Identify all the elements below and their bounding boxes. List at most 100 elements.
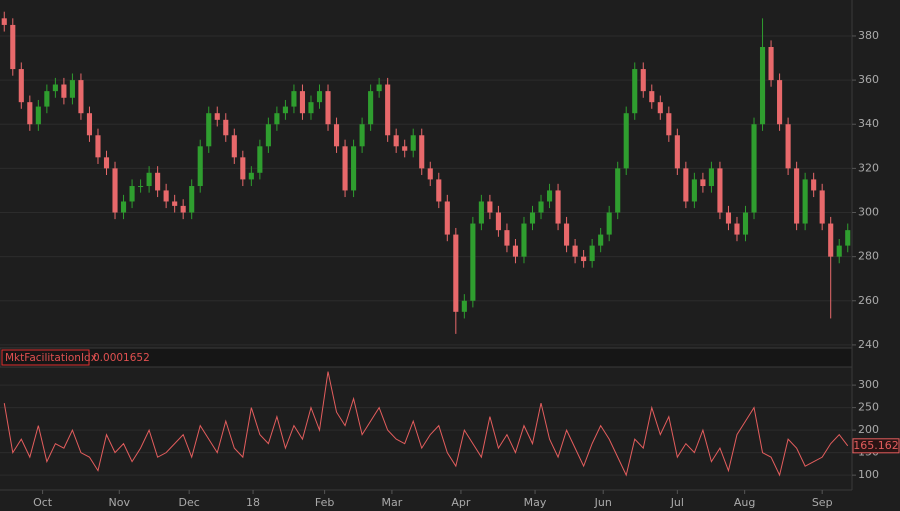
candle-body — [351, 146, 357, 191]
candle-body — [725, 212, 732, 224]
candle-body — [615, 168, 621, 213]
candle-body — [555, 190, 561, 224]
candle-body — [419, 135, 425, 169]
candle-body — [751, 124, 757, 213]
y-tick-label: 300 — [858, 206, 879, 219]
candle-body — [402, 146, 408, 151]
candle-body — [1, 18, 7, 25]
candle-body — [163, 190, 169, 202]
candle-body — [376, 84, 382, 92]
candle-body — [240, 157, 246, 180]
x-tick-label: Aug — [734, 496, 755, 509]
x-tick-label: Feb — [315, 496, 334, 509]
candle-body — [436, 179, 442, 202]
y-tick-label: 260 — [858, 294, 879, 307]
last-value-label: 165.162 — [853, 439, 899, 452]
candle-body — [819, 190, 825, 224]
y-tick-label: 240 — [858, 338, 879, 351]
candle-body — [564, 223, 570, 246]
candle-body — [572, 245, 578, 257]
candle-body — [546, 190, 553, 202]
candle-body — [27, 102, 33, 125]
candle-body — [299, 91, 306, 114]
candle-body — [393, 135, 399, 147]
candle-body — [461, 300, 467, 312]
indicator-readout: 0.0001652 — [93, 352, 150, 364]
candle-body — [691, 179, 697, 202]
candle-body — [35, 106, 41, 125]
candle-body — [138, 186, 144, 188]
candle-body — [657, 102, 663, 114]
candle-body — [155, 172, 161, 191]
x-tick-label: Dec — [178, 496, 199, 509]
candle-body — [666, 113, 672, 136]
x-tick-label: May — [524, 496, 547, 509]
candle-body — [777, 80, 783, 125]
candle-body — [265, 124, 271, 147]
candle-body — [189, 186, 195, 213]
candle-body — [308, 102, 314, 114]
candle-body — [333, 124, 340, 147]
candle-body — [112, 168, 118, 213]
candle-body — [129, 186, 135, 202]
candle-body — [529, 212, 536, 224]
candle-body — [61, 84, 67, 98]
candle-body — [828, 223, 834, 257]
candle-body — [274, 113, 280, 125]
candle-body — [734, 223, 740, 235]
candle-body — [649, 91, 655, 103]
candle-body — [674, 135, 680, 169]
candle-body — [742, 212, 749, 235]
candle-body — [589, 245, 595, 262]
x-tick-label: Mar — [382, 496, 403, 509]
candle-body — [700, 179, 706, 187]
candle-body — [291, 91, 297, 107]
y-tick-label: 300 — [858, 378, 879, 391]
candle-body — [470, 223, 476, 301]
candle-body — [359, 124, 365, 147]
candle-body — [231, 135, 237, 158]
candle-body — [640, 69, 646, 92]
candle-body — [794, 168, 800, 224]
candle-body — [495, 212, 501, 231]
x-tick-label: Apr — [451, 496, 471, 509]
x-tick-label: Jul — [670, 496, 684, 509]
candle-body — [538, 201, 544, 213]
candle-body — [836, 245, 842, 257]
candle-body — [683, 168, 689, 202]
y-tick-label: 380 — [858, 29, 879, 42]
candle-body — [325, 91, 331, 125]
candle-body — [487, 201, 493, 213]
y-tick-label: 320 — [858, 161, 879, 174]
candle-body — [316, 91, 323, 103]
candle-body — [427, 168, 433, 180]
candle-body — [120, 201, 127, 213]
candle-body — [785, 124, 791, 169]
last-value-box — [852, 438, 900, 454]
candle-body — [78, 80, 84, 114]
candle-body — [282, 106, 288, 114]
candle-body — [632, 69, 638, 114]
candle-body — [69, 80, 75, 98]
candle-body — [478, 201, 484, 224]
candle-body — [717, 168, 723, 213]
candle-body — [768, 47, 774, 81]
candle-body — [385, 84, 391, 136]
candle-body — [598, 234, 604, 246]
x-tick-label: 18 — [246, 496, 260, 509]
indicator-line — [3, 371, 849, 477]
candle-body — [206, 113, 212, 147]
y-tick-label: 360 — [858, 73, 879, 86]
candle-body — [759, 47, 766, 125]
candle-body — [180, 205, 186, 213]
x-tick-label: Sep — [812, 496, 833, 509]
candle-body — [512, 245, 519, 257]
candle-body — [86, 113, 93, 136]
candle-body — [10, 24, 16, 70]
y-tick-label: 250 — [858, 401, 879, 414]
candle-body — [811, 179, 817, 191]
candle-body — [103, 157, 110, 169]
y-tick-label: 200 — [858, 423, 879, 436]
candle-body — [248, 172, 254, 180]
y-tick-label: 100 — [858, 468, 879, 481]
